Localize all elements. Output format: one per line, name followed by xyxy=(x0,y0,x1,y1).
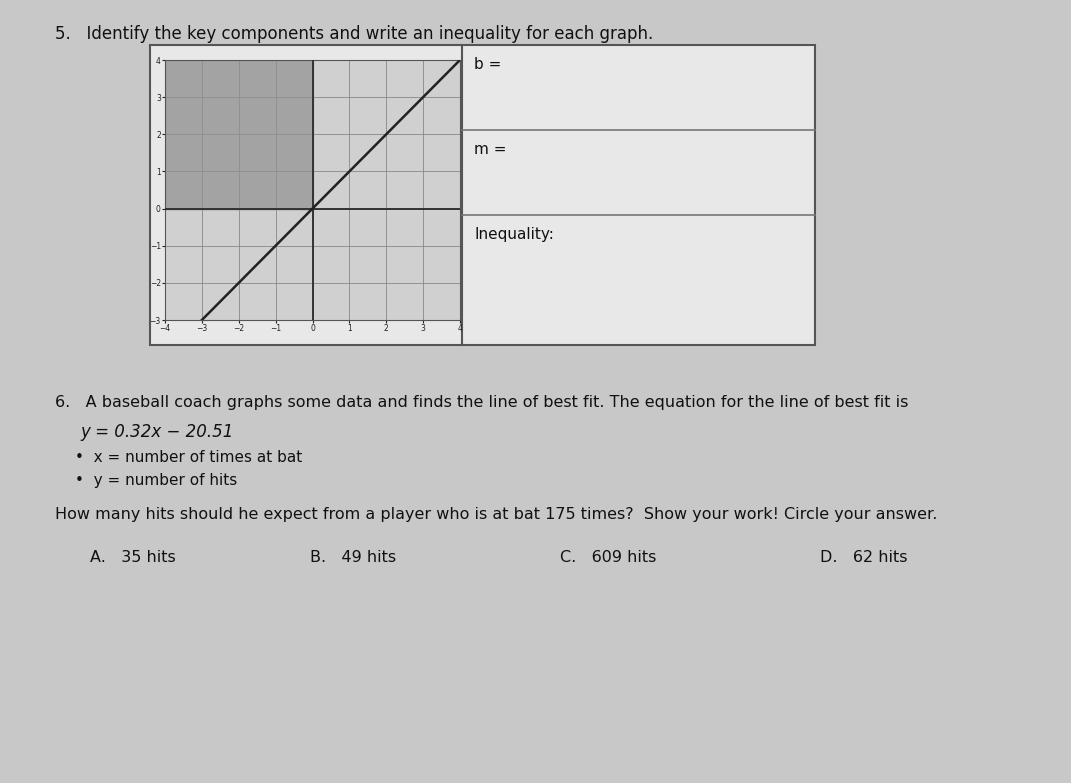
Text: Inequality:: Inequality: xyxy=(474,227,554,242)
Text: m =: m = xyxy=(474,142,507,157)
Text: D.   62 hits: D. 62 hits xyxy=(820,550,907,565)
Text: C.   609 hits: C. 609 hits xyxy=(560,550,657,565)
Text: •  x = number of times at bat: • x = number of times at bat xyxy=(75,450,302,465)
Text: •  y = number of hits: • y = number of hits xyxy=(75,473,238,488)
Text: y = 0.32x − 20.51: y = 0.32x − 20.51 xyxy=(80,423,233,441)
Bar xyxy=(150,45,815,345)
Text: b =: b = xyxy=(474,57,501,72)
Text: A.   35 hits: A. 35 hits xyxy=(90,550,176,565)
Text: 6.   A baseball coach graphs some data and finds the line of best fit. The equat: 6. A baseball coach graphs some data and… xyxy=(55,395,908,410)
Text: How many hits should he expect from a player who is at bat 175 times?  Show your: How many hits should he expect from a pl… xyxy=(55,507,937,522)
Text: B.   49 hits: B. 49 hits xyxy=(310,550,396,565)
Text: 5.   Identify the key components and write an inequality for each graph.: 5. Identify the key components and write… xyxy=(55,25,653,43)
